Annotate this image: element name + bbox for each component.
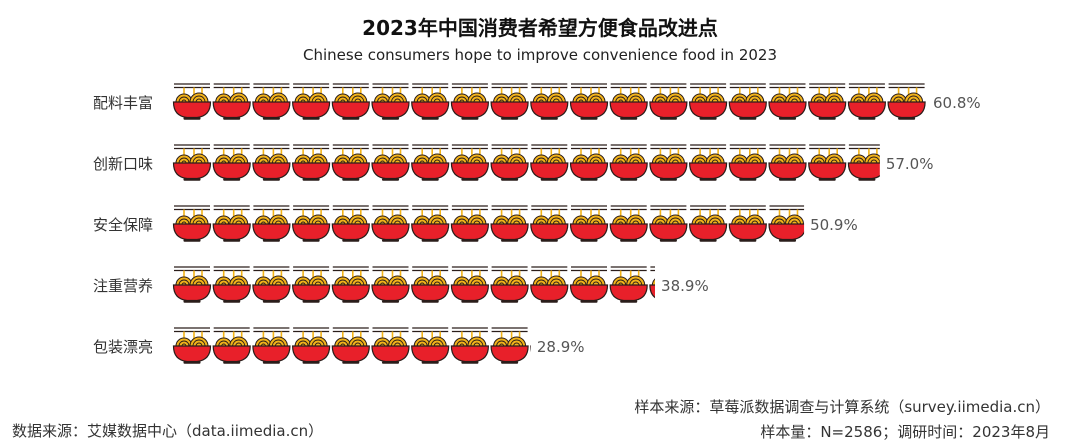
noodle-bowl-icon bbox=[490, 205, 529, 243]
noodle-bowl-icon bbox=[252, 266, 291, 304]
noodle-bowl-icon bbox=[847, 83, 887, 121]
noodle-bowl-icon bbox=[569, 83, 609, 121]
noodle-bowl-icon bbox=[291, 327, 331, 365]
noodle-bowl-icon bbox=[410, 327, 450, 365]
noodle-bowl-icon bbox=[768, 205, 805, 243]
noodle-bowl-icon bbox=[212, 83, 251, 121]
noodle-bowl-icon bbox=[688, 205, 728, 243]
noodle-bowl-icon bbox=[331, 144, 371, 182]
noodle-bowl-icon bbox=[172, 205, 212, 243]
noodle-bowl-icon bbox=[887, 83, 926, 121]
noodle-bowl-icon bbox=[529, 205, 569, 243]
noodle-bowl-icon bbox=[847, 144, 880, 182]
noodle-bowl-icon bbox=[529, 266, 569, 304]
sample-info: 样本量：N=2586；调研时间：2023年8月 bbox=[760, 423, 1050, 441]
category-label: 创新口味 bbox=[93, 155, 153, 173]
noodle-bowl-icon bbox=[728, 83, 768, 121]
noodle-bowl-icon bbox=[410, 266, 450, 304]
noodle-bowl-icon bbox=[450, 205, 490, 243]
noodle-bowl-icon bbox=[410, 205, 450, 243]
noodle-bowl-icon bbox=[371, 327, 410, 365]
chart-subtitle: Chinese consumers hope to improve conven… bbox=[303, 46, 777, 64]
noodle-bowl-icon bbox=[649, 83, 688, 121]
noodle-bowl-icon bbox=[807, 144, 847, 182]
noodle-bowl-icon bbox=[291, 266, 331, 304]
value-label: 50.9% bbox=[810, 216, 858, 234]
noodle-bowl-icon bbox=[688, 83, 728, 121]
bar-3 bbox=[172, 205, 805, 243]
noodle-bowl-icon bbox=[172, 83, 212, 121]
noodle-bowl-icon bbox=[529, 83, 569, 121]
noodle-bowl-icon bbox=[490, 144, 529, 182]
noodle-bowl-icon bbox=[688, 144, 728, 182]
noodle-bowl-icon bbox=[252, 327, 291, 365]
noodle-bowl-icon bbox=[450, 266, 490, 304]
noodle-bowl-icon bbox=[609, 266, 649, 304]
noodle-bowl-icon bbox=[728, 205, 768, 243]
bar-2 bbox=[172, 144, 880, 182]
noodle-bowl-icon bbox=[212, 144, 251, 182]
noodle-bowl-icon bbox=[768, 83, 807, 121]
noodle-bowl-icon bbox=[609, 205, 649, 243]
chart-title: 2023年中国消费者希望方便食品改进点 bbox=[362, 16, 718, 40]
noodle-bowl-icon bbox=[649, 144, 688, 182]
noodle-bowl-icon bbox=[291, 205, 331, 243]
noodle-bowl-icon bbox=[252, 144, 291, 182]
noodle-bowl-icon bbox=[331, 327, 371, 365]
noodle-bowl-icon bbox=[728, 144, 768, 182]
noodle-bowl-icon bbox=[609, 144, 649, 182]
noodle-bowl-icon bbox=[490, 83, 529, 121]
noodle-bowl-icon bbox=[172, 144, 212, 182]
category-label: 安全保障 bbox=[93, 216, 153, 234]
value-label: 28.9% bbox=[537, 338, 585, 356]
value-label: 38.9% bbox=[661, 277, 709, 295]
noodle-bowl-icon bbox=[649, 205, 688, 243]
noodle-bowl-icon bbox=[371, 144, 410, 182]
noodle-bowl-icon bbox=[252, 205, 291, 243]
noodle-bowl-icon bbox=[609, 83, 649, 121]
noodle-bowl-icon bbox=[569, 266, 609, 304]
noodle-bowl-icon bbox=[212, 205, 251, 243]
noodle-bowl-icon bbox=[450, 83, 490, 121]
value-label: 60.8% bbox=[933, 94, 981, 112]
data-source: 数据来源：艾媒数据中心（data.iimedia.cn） bbox=[12, 422, 324, 440]
bar-5 bbox=[172, 327, 531, 365]
noodle-bowl-icon bbox=[291, 144, 331, 182]
noodle-bowl-icon bbox=[212, 327, 251, 365]
noodle-bowl-icon bbox=[768, 144, 807, 182]
noodle-bowl-icon bbox=[212, 266, 251, 304]
noodle-bowl-icon bbox=[291, 83, 331, 121]
bar-4 bbox=[172, 266, 656, 304]
noodle-bowl-icon bbox=[172, 327, 212, 365]
noodle-bowl-icon bbox=[410, 144, 450, 182]
noodle-bowl-icon bbox=[807, 83, 847, 121]
noodle-bowl-icon bbox=[172, 266, 212, 304]
value-label: 57.0% bbox=[886, 155, 934, 173]
noodle-bowl-icon bbox=[450, 144, 490, 182]
noodle-bowl-icon bbox=[331, 83, 371, 121]
noodle-bowl-icon bbox=[371, 83, 410, 121]
noodle-bowl-icon bbox=[529, 144, 569, 182]
noodle-bowl-icon bbox=[331, 205, 371, 243]
sample-source: 样本来源：草莓派数据调查与计算系统（survey.iimedia.cn） bbox=[634, 398, 1050, 416]
bar-1 bbox=[172, 83, 927, 121]
noodle-bowl-icon bbox=[410, 83, 450, 121]
noodle-bowl-icon bbox=[252, 83, 291, 121]
noodle-bowl-icon bbox=[490, 327, 529, 365]
noodle-bowl-icon bbox=[450, 327, 490, 365]
category-label: 包装漂亮 bbox=[93, 338, 153, 356]
noodle-bowl-icon bbox=[569, 144, 609, 182]
noodle-bowl-icon bbox=[371, 205, 410, 243]
noodle-bowl-icon bbox=[569, 205, 609, 243]
noodle-bowl-icon bbox=[371, 266, 410, 304]
noodle-bowl-icon bbox=[490, 266, 529, 304]
noodle-bowl-icon bbox=[331, 266, 371, 304]
category-label: 注重营养 bbox=[93, 277, 153, 295]
category-label: 配料丰富 bbox=[93, 94, 153, 112]
